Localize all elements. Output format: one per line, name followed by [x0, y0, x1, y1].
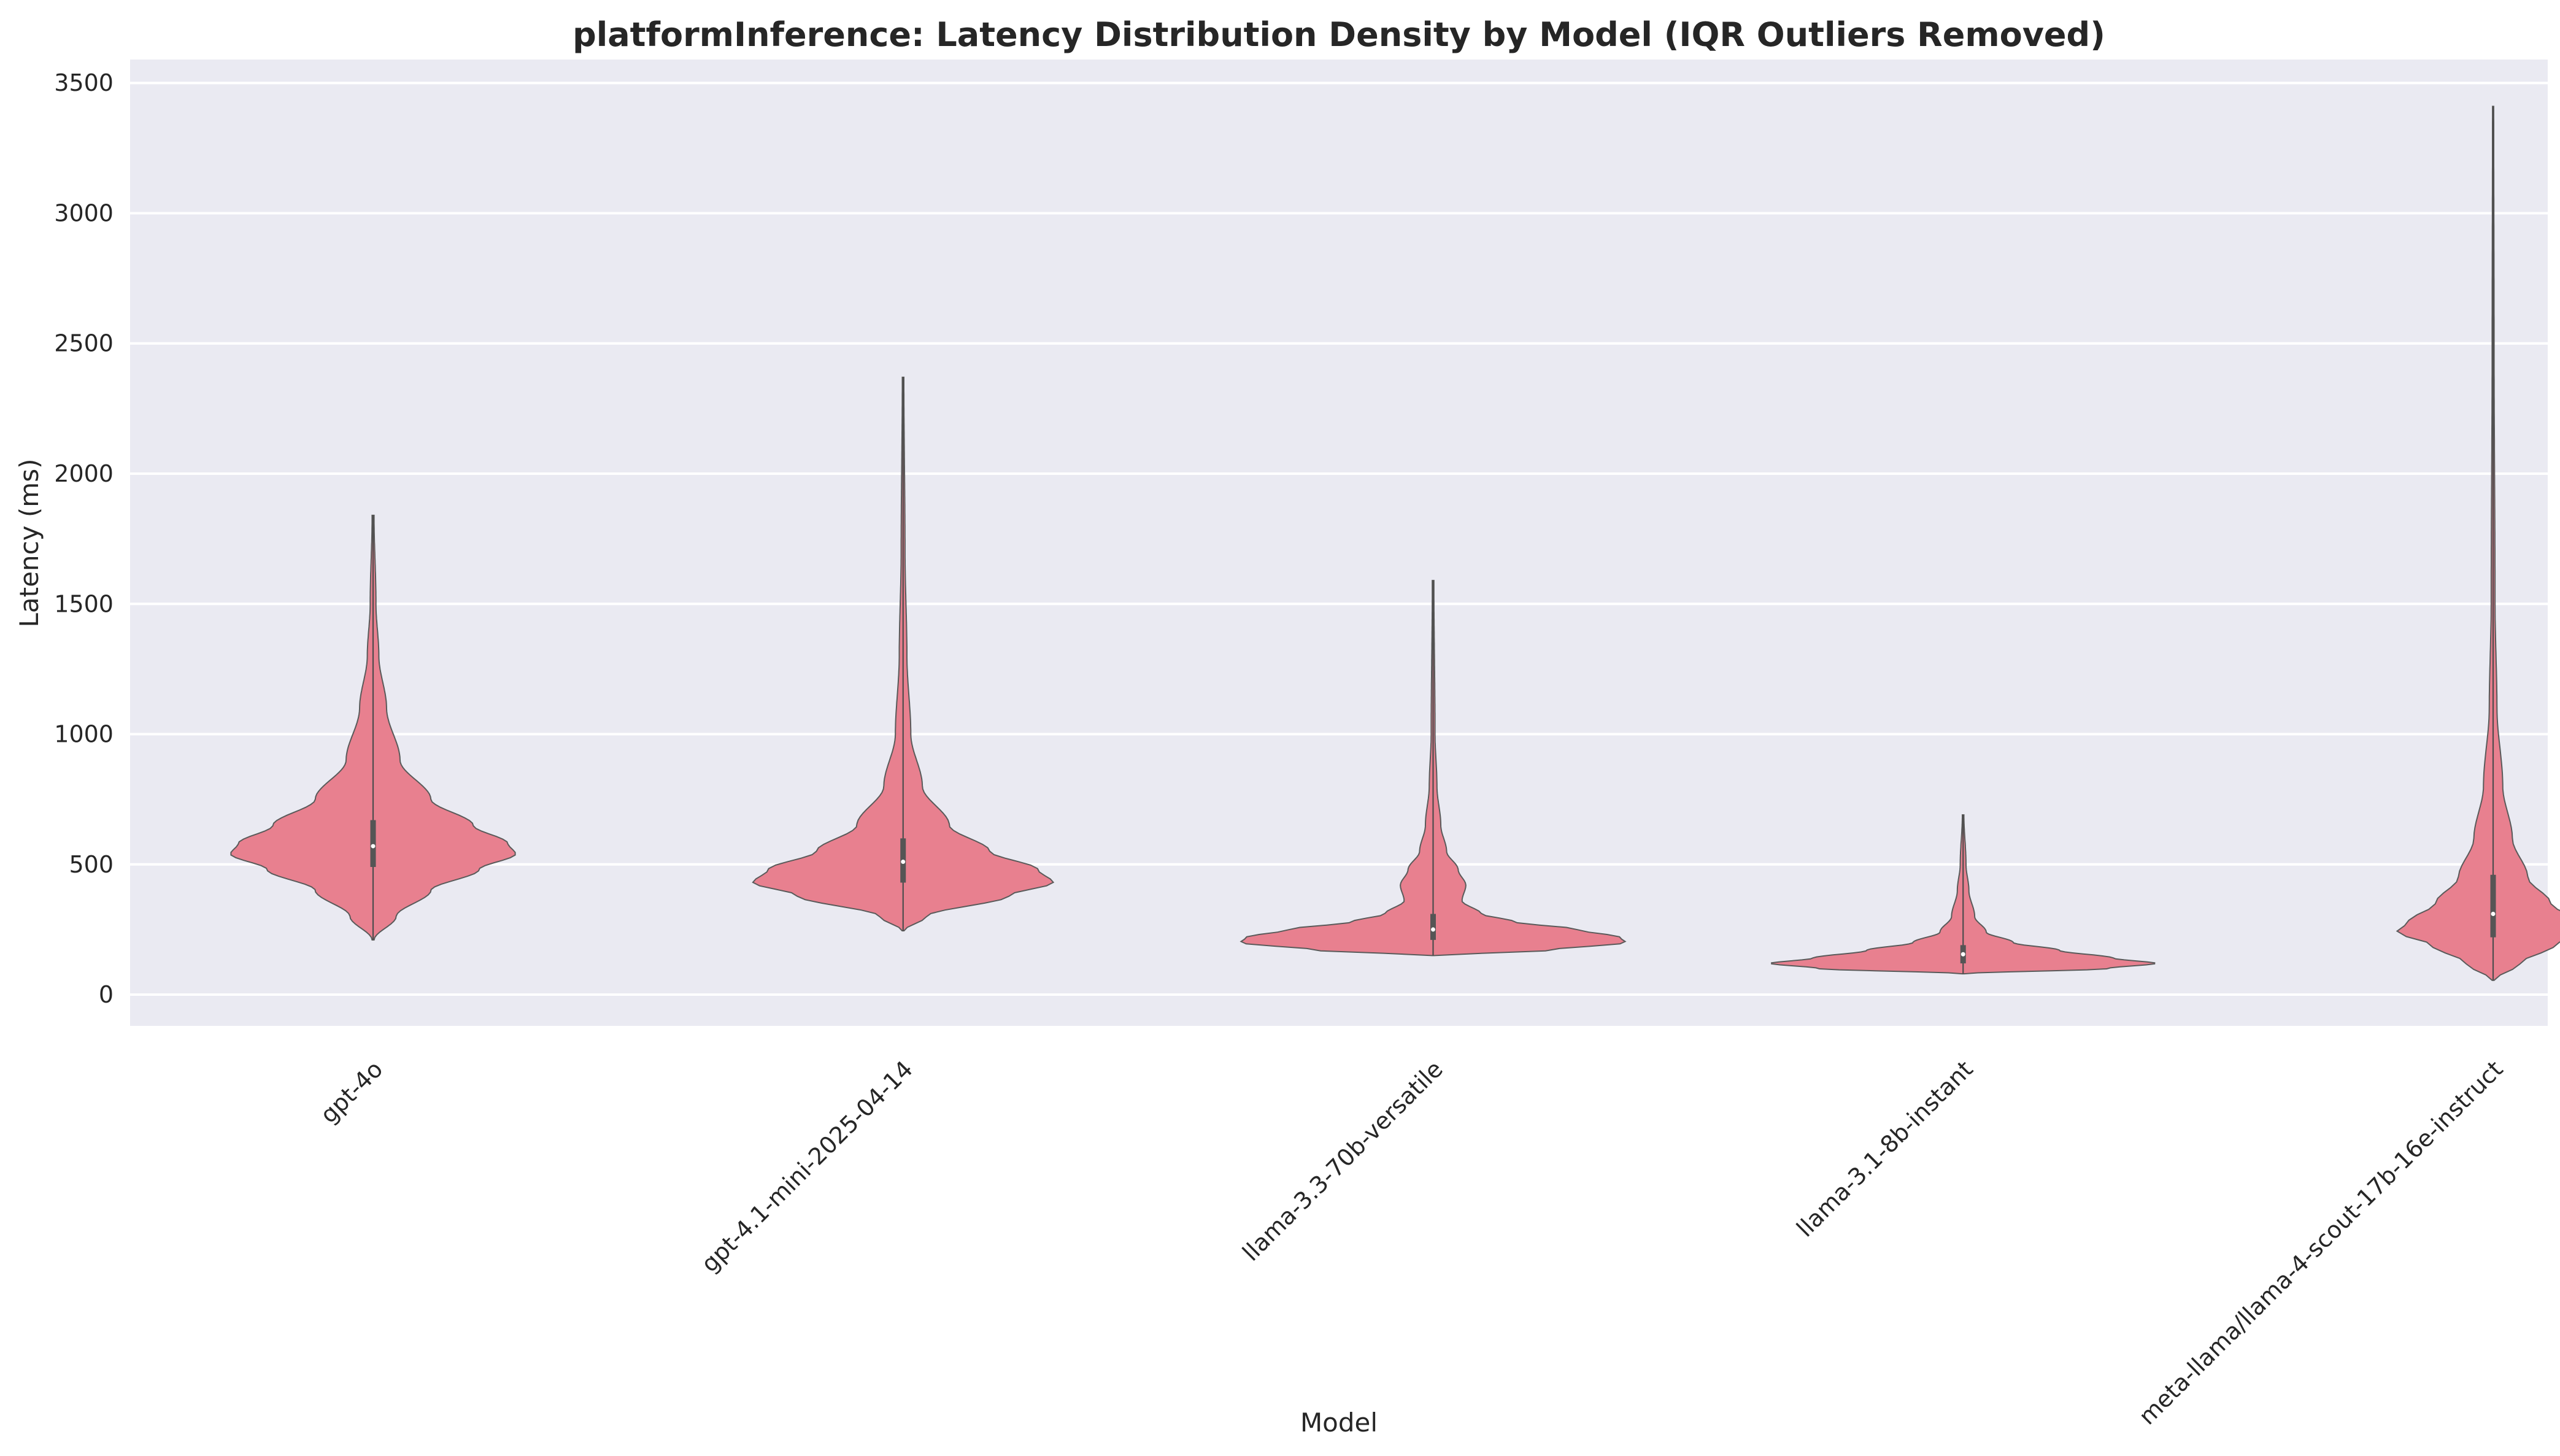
y-tick-label: 2500 [54, 330, 114, 357]
violin-median [901, 860, 905, 864]
y-tick-label: 1500 [54, 590, 114, 617]
x-tick-label: gpt-4.1-mini-2025-04-14 [696, 1055, 918, 1277]
x-tick-label: gpt-4o [315, 1055, 388, 1128]
y-tick-labels: 0 500 1000 1500 2000 2500 3000 3500 [54, 69, 114, 1008]
x-tick-label: llama-3.3-70b-versatile [1237, 1055, 1448, 1266]
x-axis-label: Model [1300, 1408, 1378, 1438]
violin-median [1961, 952, 1965, 957]
y-tick-label: 3500 [54, 69, 114, 96]
plot-area [130, 60, 2548, 1026]
y-tick-label: 0 [99, 981, 114, 1008]
x-tick-label: meta-llama/llama-4-scout-17b-16e-instruc… [2134, 1055, 2508, 1430]
y-tick-label: 3000 [54, 199, 114, 226]
y-tick-label: 2000 [54, 460, 114, 487]
y-tick-label: 500 [69, 851, 114, 878]
x-tick-labels: gpt-4o gpt-4.1-mini-2025-04-14 llama-3.3-7… [315, 1055, 2508, 1430]
y-tick-label: 1000 [54, 721, 114, 748]
violin-median [2491, 912, 2496, 916]
violin-median [1431, 927, 1435, 931]
violin-median [371, 844, 376, 849]
y-axis-label: Latency (ms) [14, 459, 44, 628]
chart-title: platformInference: Latency Distribution … [573, 15, 2105, 54]
x-tick-label: llama-3.1-8b-instant [1791, 1055, 1978, 1242]
